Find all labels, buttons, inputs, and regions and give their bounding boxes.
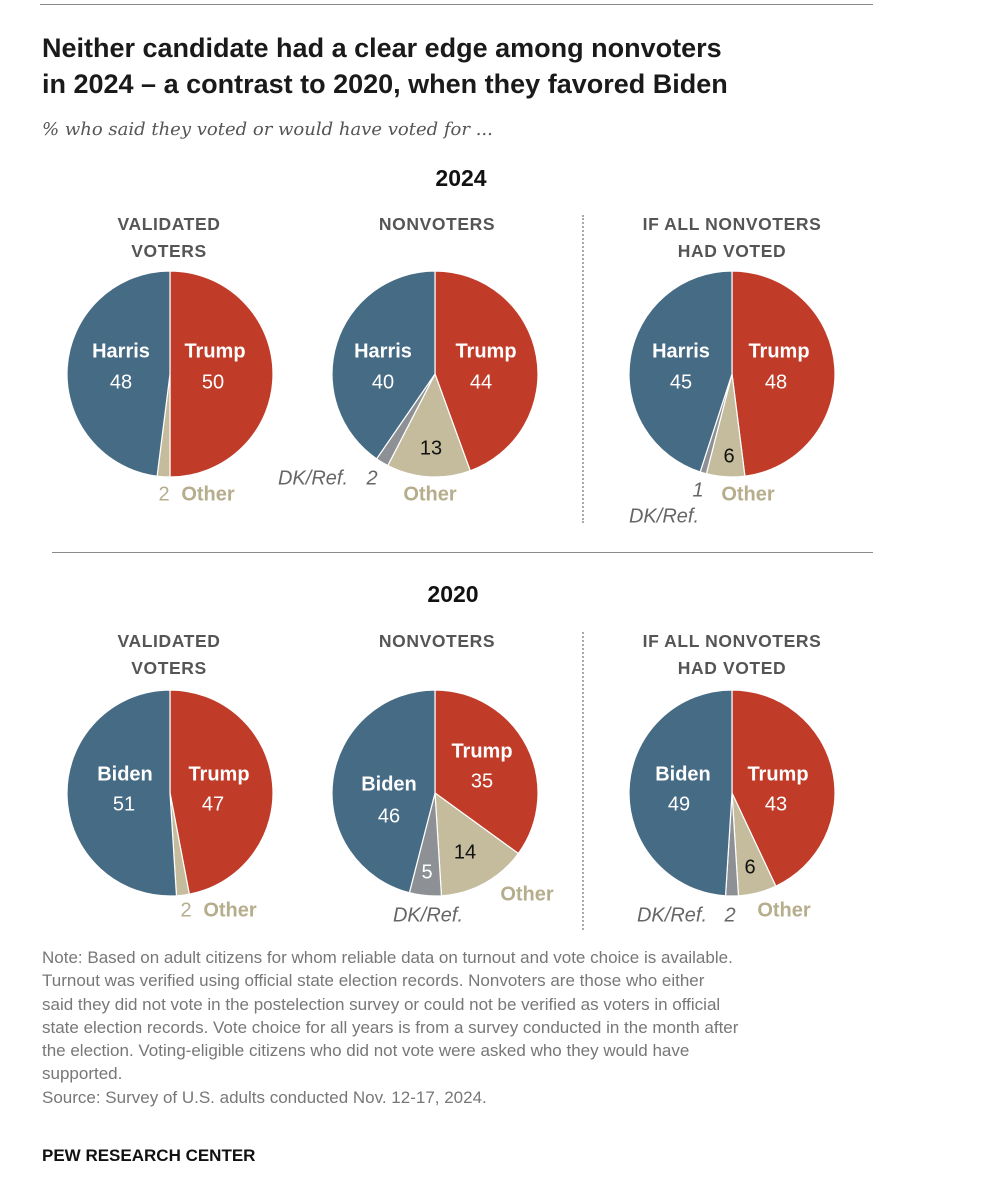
slice-label: Biden: [655, 763, 711, 786]
top-rule: [40, 4, 873, 5]
slice-value: 47: [201, 793, 225, 816]
note-line: said they did not vote in the postelecti…: [42, 994, 721, 1014]
pie-slice-trump: [731, 270, 836, 477]
note-line: the election. Voting-eligible citizens w…: [42, 1041, 690, 1061]
slice-label: DK/Ref.: [636, 904, 708, 927]
pie-slice-trump: [731, 689, 836, 887]
title-line: Neither candidate had a clear edge among…: [42, 33, 722, 63]
slice-label: Trump: [748, 340, 810, 363]
slice-value: 2: [724, 904, 736, 927]
slice-value: 51: [112, 793, 136, 816]
pie-slice-other: [434, 791, 520, 897]
pie-slice-other: [386, 372, 471, 478]
pie-slice-harris: [331, 270, 436, 460]
title-line: in 2024 – a contrast to 2020, when they …: [42, 69, 728, 99]
slice-label: Trump: [747, 763, 809, 786]
slice-label: DK/Ref.: [628, 505, 700, 528]
slice-value: 48: [764, 371, 788, 394]
year-heading-2020: 2020: [427, 581, 479, 607]
pie-slice-harris: [628, 270, 733, 473]
pie-title: NONVOTERS: [378, 631, 496, 651]
chart-subtitle: % who said they voted or would have vote…: [42, 119, 493, 140]
slice-label: DK/Ref.: [392, 904, 464, 927]
slice-label: Harris: [354, 340, 412, 363]
pie-slice-trump: [434, 689, 539, 855]
pie-slice-trump: [434, 270, 539, 472]
slice-label: Other: [721, 483, 775, 506]
pie-slice-harris: [66, 270, 171, 477]
slice-label: Other: [403, 483, 457, 506]
slice-value: 48: [109, 371, 133, 394]
dotted-divider: [582, 215, 584, 523]
pie-slice-biden: [628, 689, 733, 897]
slice-value: 13: [419, 437, 443, 460]
slice-label: Trump: [455, 340, 517, 363]
slice-value: 1: [692, 479, 704, 502]
slice-value: 14: [453, 841, 477, 864]
slice-label: Trump: [188, 763, 250, 786]
slice-label: Other: [203, 899, 257, 922]
slice-value: 2: [366, 467, 378, 490]
section-rule: [52, 552, 873, 553]
source-line: Source: Survey of U.S. adults conducted …: [42, 1087, 487, 1107]
pie-title: VALIDATED VOTERS: [117, 214, 221, 261]
slice-value: 6: [723, 445, 735, 468]
slice-value: 50: [201, 371, 225, 394]
pie-slice-trump: [169, 270, 274, 478]
note-line: supported.: [42, 1064, 123, 1084]
slice-label: Trump: [451, 740, 513, 763]
slice-label: Trump: [184, 340, 246, 363]
pie-title: IF ALL NONVOTERS HAD VOTED: [642, 214, 822, 261]
slice-label: Harris: [92, 340, 150, 363]
slice-value: 2: [158, 483, 170, 506]
slice-value: 45: [669, 371, 693, 394]
pie-title: NONVOTERS: [378, 214, 496, 234]
pie-slice-trump: [169, 689, 274, 895]
slice-value: 6: [744, 856, 756, 879]
chart-note: Note: Based on adult citizens for whom r…: [42, 946, 738, 1109]
note-line: Turnout was verified using official stat…: [42, 971, 705, 991]
brand-logo-text: PEW RESEARCH CENTER: [42, 1146, 256, 1165]
slice-value: 5: [421, 861, 433, 884]
slice-label: Biden: [97, 763, 153, 786]
slice-label: DK/Ref.: [277, 467, 349, 490]
slice-value: 35: [470, 770, 494, 793]
slice-label: Harris: [652, 340, 710, 363]
slice-value: 2: [180, 899, 192, 922]
slice-label: Other: [181, 483, 235, 506]
slice-value: 44: [469, 371, 493, 394]
slice-value: 40: [371, 371, 395, 394]
pie-title: VALIDATED VOTERS: [117, 631, 221, 678]
chart-title: Neither candidate had a clear edge among…: [42, 30, 728, 102]
slice-label: Other: [500, 883, 554, 906]
note-line: Note: Based on adult citizens for whom r…: [42, 948, 733, 967]
slice-label: Biden: [361, 773, 417, 796]
note-line: state election records. Vote choice for …: [42, 1017, 739, 1037]
slice-label: Other: [757, 899, 811, 922]
slice-value: 46: [377, 805, 401, 828]
pie-slice-biden: [66, 689, 178, 897]
pie-title: IF ALL NONVOTERS HAD VOTED: [642, 631, 822, 678]
slice-value: 49: [667, 793, 691, 816]
dotted-divider: [582, 632, 584, 930]
year-heading-2024: 2024: [435, 165, 487, 191]
slice-value: 43: [764, 793, 788, 816]
pie-slice-biden: [331, 689, 436, 894]
